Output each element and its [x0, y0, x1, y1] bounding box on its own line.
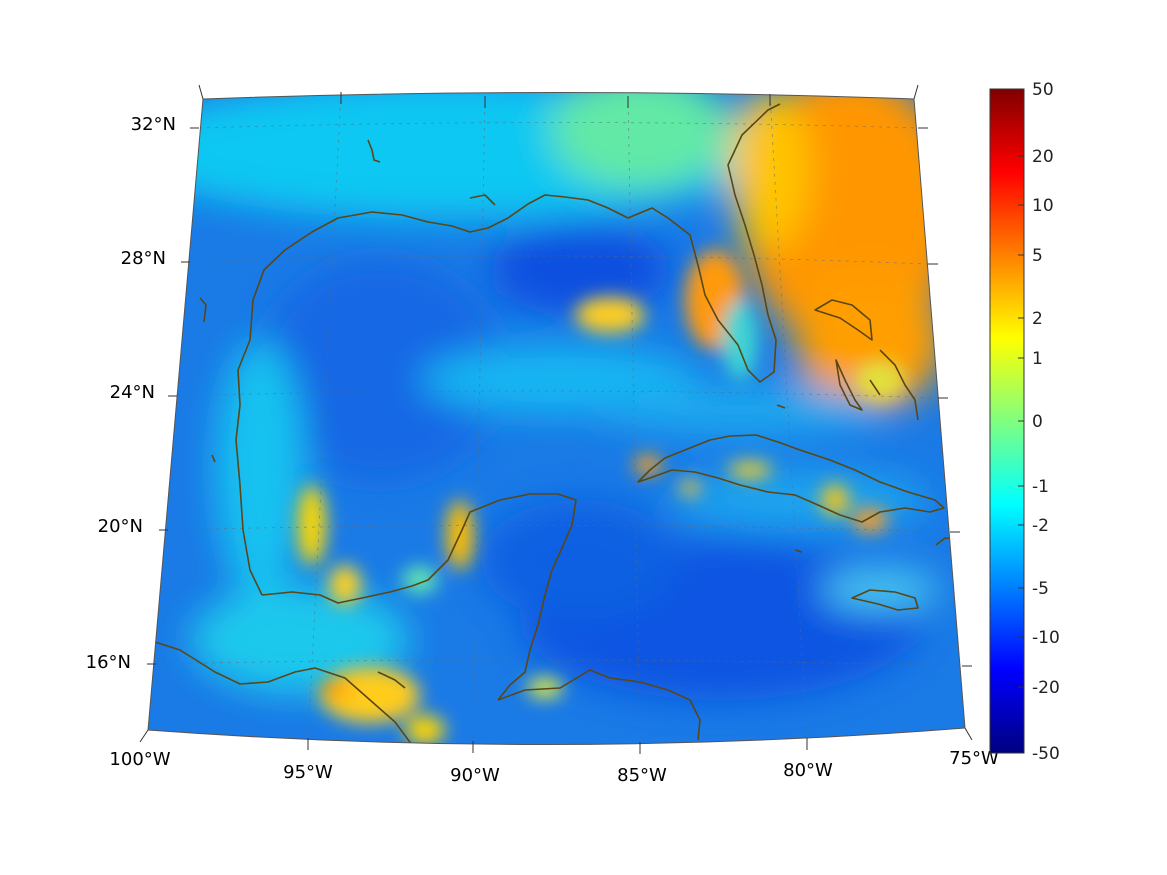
colorbar-ticks [1018, 155, 1024, 688]
lat-label-16n: 16°N [86, 652, 131, 673]
colorbar-label: 2 [1032, 309, 1043, 329]
colorbar-label: 5 [1032, 246, 1043, 266]
colorbar-label: -5 [1032, 579, 1049, 599]
lon-label-80w: 80°W [783, 760, 833, 781]
graticule-lines [155, 92, 963, 745]
lat-label-32n: 32°N [131, 114, 176, 135]
colorbar-label: 20 [1032, 147, 1054, 167]
lon-label-95w: 95°W [283, 762, 333, 783]
colorbar-label: 50 [1032, 80, 1054, 100]
colorbar-label: -2 [1032, 516, 1049, 536]
lon-label-100w: 100°W [109, 749, 170, 770]
colorbar-label: -10 [1032, 628, 1060, 648]
colorbar-label: -20 [1032, 678, 1060, 698]
data-field [148, 92, 965, 745]
colorbar-label: -1 [1032, 477, 1049, 497]
lat-label-24n: 24°N [110, 382, 155, 403]
lon-label-75w: 75°W [949, 748, 999, 769]
colorbar-label: 10 [1032, 196, 1054, 216]
map-frame-ticks [139, 84, 973, 754]
lat-label-20n: 20°N [98, 516, 143, 537]
coastlines [154, 103, 963, 745]
colorbar-label: -50 [1032, 744, 1060, 764]
map-frame [147, 92, 966, 746]
colorbar-label: 0 [1032, 412, 1043, 432]
lon-label-85w: 85°W [617, 765, 667, 786]
colorbar-label: 1 [1032, 349, 1043, 369]
lat-label-28n: 28°N [121, 248, 166, 269]
lon-label-90w: 90°W [450, 765, 500, 786]
